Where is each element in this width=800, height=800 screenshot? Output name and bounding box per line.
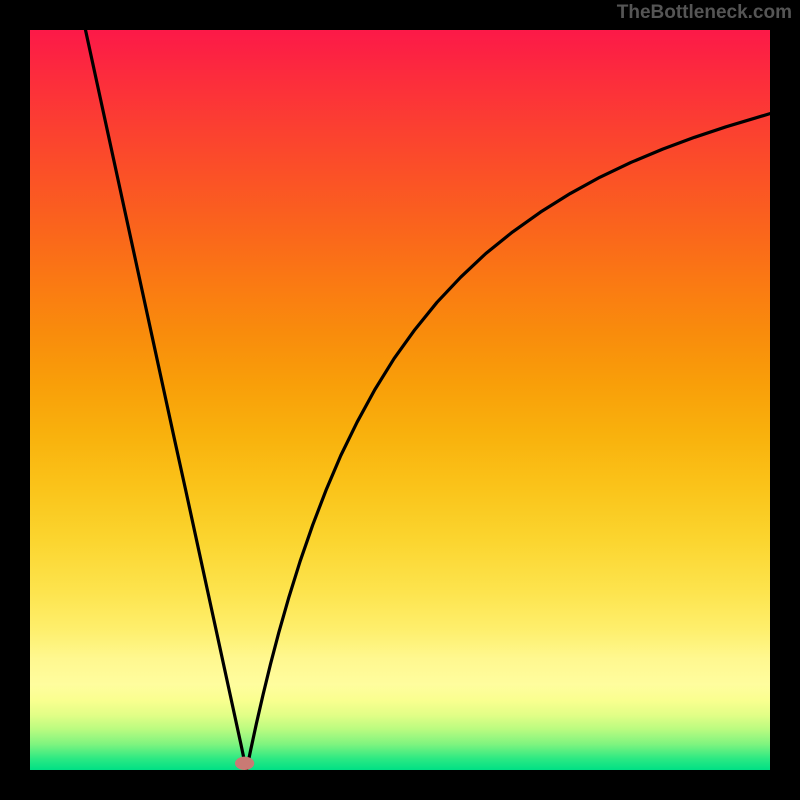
chart-container: TheBottleneck.com [0, 0, 800, 800]
optimum-marker [235, 757, 254, 770]
bottleneck-curve [86, 30, 771, 770]
plot-area [30, 30, 770, 770]
curve-layer [30, 30, 770, 770]
watermark-text: TheBottleneck.com [617, 2, 792, 24]
